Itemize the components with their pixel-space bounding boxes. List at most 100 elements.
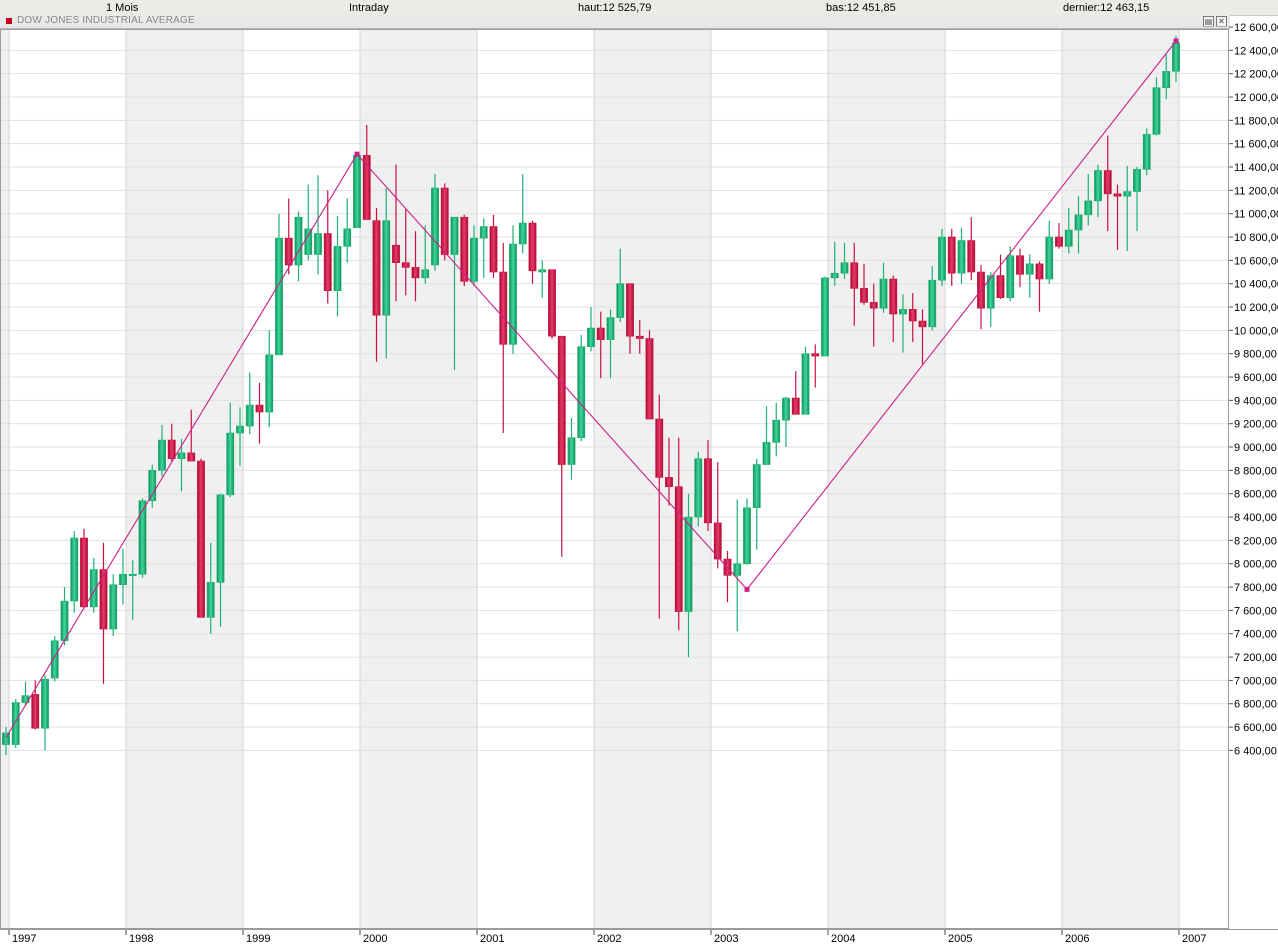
- candle-body: [947, 236, 956, 274]
- candle: [1064, 207, 1073, 254]
- y-tick-label: 9 000,00: [1234, 442, 1277, 454]
- candle: [938, 228, 946, 287]
- candle: [782, 396, 790, 448]
- candle-body: [655, 418, 664, 478]
- candle-body: [606, 317, 615, 341]
- candle: [401, 209, 410, 296]
- y-tick-label: 10 200,00: [1234, 302, 1278, 314]
- candle-body: [226, 432, 235, 496]
- chart-titlebar: DOW JONES INDUSTRIAL AVERAGE ▤ ✕: [0, 15, 1230, 29]
- x-tick-label: 2002: [597, 933, 621, 944]
- candle: [1133, 167, 1141, 232]
- candle: [606, 309, 615, 379]
- y-tick-label: 11 600,00: [1234, 139, 1278, 151]
- candle: [674, 437, 683, 631]
- candle-body: [908, 309, 917, 322]
- candle-body: [372, 220, 381, 316]
- y-tick-label: 11 000,00: [1234, 209, 1278, 221]
- candle-body: [392, 244, 400, 263]
- candle: [489, 214, 498, 278]
- candle-body: [733, 563, 742, 576]
- candle: [197, 458, 205, 618]
- candle: [665, 437, 673, 506]
- candle-body: [918, 320, 927, 328]
- candle-body: [304, 228, 313, 255]
- year-band: [0, 29, 9, 929]
- candle-body: [138, 500, 147, 575]
- candle: [353, 155, 361, 228]
- candle-series: [2, 35, 1180, 756]
- candle: [50, 636, 59, 682]
- axes: 6 400,00 6 600,00 6 800,00 7 000,00 7 200,00…: [0, 22, 1278, 944]
- candle: [596, 311, 605, 379]
- candle-body: [362, 155, 371, 220]
- candle-body: [811, 353, 820, 357]
- x-tick-label: 1999: [246, 933, 270, 944]
- year-band: [1062, 29, 1179, 929]
- trendline-anchor: [354, 151, 360, 157]
- candle-body: [1035, 263, 1044, 280]
- candle-body: [470, 237, 478, 282]
- candle: [713, 462, 722, 569]
- candle-body: [158, 439, 166, 471]
- candle: [684, 493, 693, 658]
- candle: [587, 307, 595, 352]
- candle: [1006, 246, 1015, 302]
- candle: [392, 164, 400, 302]
- candle: [1094, 164, 1102, 218]
- x-tick-label: 2006: [1065, 933, 1089, 944]
- grid-lines: [0, 26, 1229, 929]
- trendline-anchor: [1173, 38, 1179, 44]
- candle-body: [479, 226, 488, 239]
- candle: [1045, 220, 1054, 284]
- candle-body: [401, 262, 410, 268]
- trendline-anchor: [744, 586, 750, 592]
- candle: [89, 557, 98, 613]
- year-band: [360, 29, 477, 929]
- candle-body: [1025, 263, 1034, 275]
- candle-body: [206, 582, 215, 618]
- candle-body: [128, 573, 137, 577]
- candle: [187, 409, 196, 462]
- candle-body: [538, 269, 547, 273]
- candle: [1055, 223, 1063, 249]
- series-color-marker: [6, 18, 12, 24]
- candle: [80, 528, 88, 609]
- candle: [850, 242, 859, 326]
- candle-body: [928, 279, 937, 328]
- candle-body: [1045, 236, 1054, 280]
- candle: [411, 231, 420, 302]
- y-tick-label: 11 200,00: [1234, 185, 1278, 197]
- candle: [294, 211, 303, 282]
- candle: [840, 242, 849, 280]
- candle-body: [1152, 87, 1161, 135]
- candle: [908, 293, 917, 343]
- y-tick-label: 7 000,00: [1234, 675, 1277, 687]
- candle: [616, 248, 625, 323]
- candle-body: [431, 187, 439, 266]
- period-label[interactable]: 1 Mois: [106, 2, 139, 14]
- y-tick-label: 7 600,00: [1234, 605, 1277, 617]
- candle: [421, 225, 430, 284]
- candle-body: [109, 584, 118, 630]
- candle-body: [148, 470, 157, 502]
- candle-body: [99, 569, 108, 630]
- candle: [518, 174, 527, 254]
- candle-body: [440, 187, 449, 255]
- candle: [967, 217, 976, 281]
- candle-body: [411, 267, 420, 279]
- candle-body: [382, 220, 391, 316]
- candle-body: [1123, 191, 1132, 197]
- candle-body: [518, 222, 527, 245]
- candle-body: [245, 404, 254, 427]
- candle: [821, 276, 829, 357]
- candle-body: [294, 216, 303, 266]
- candle-body: [986, 275, 995, 309]
- mode-label[interactable]: Intraday: [349, 2, 389, 14]
- candle-body: [31, 694, 40, 729]
- candle-body: [957, 240, 966, 274]
- candle-body: [567, 437, 576, 465]
- candle-body: [1162, 71, 1171, 88]
- candle: [314, 175, 322, 275]
